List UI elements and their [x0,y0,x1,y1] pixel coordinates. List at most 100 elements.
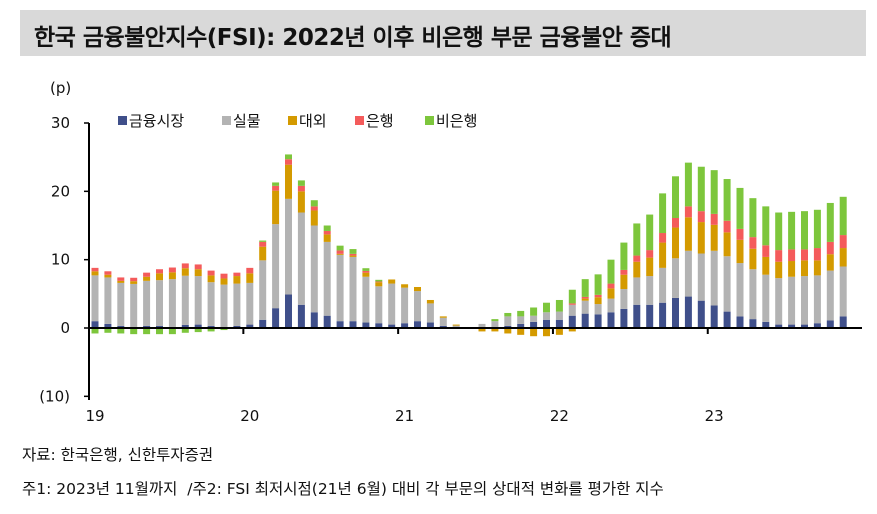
legend-swatch [288,116,297,125]
bar-segment-1-2023-03 [736,316,744,328]
bar-segment-3-2020-08 [336,253,344,255]
bar-segment-3-2020-04 [285,164,292,199]
bar-segment-4-2022-02 [568,303,576,305]
source-note: 자료: 한국은행, 신한투자증권 [22,446,214,464]
bar-segment-4-2019-11 [220,273,228,279]
bar-segment-2-2021-12 [543,312,550,320]
legend-swatch [425,116,434,125]
bar-segment-3-2020-02 [259,246,267,261]
bar-segment-4-2022-08 [646,250,654,258]
legend-swatch [355,116,364,125]
bar-segment-2-2021-02 [414,291,421,322]
bar-segment-1-2023-06 [775,324,783,328]
bar-segment-1-2020-10 [362,322,370,328]
bar-segment-1-2023-08 [801,324,808,328]
bar-segment-5-2023-07 [788,211,796,250]
bar-segment-1-2022-12 [697,300,705,328]
bar-segment-4-2023-11 [839,235,847,249]
bar-segment-2-2020-10 [362,276,370,323]
bar-segment-2-2023-09 [813,275,821,324]
bar-segment-1-2020-04 [285,294,292,328]
bar-segment-1-2019-10 [207,325,215,328]
bar-segment-2-2019-05 [143,280,151,326]
bar-segment-2-2021-08 [491,321,499,328]
bar-segment-3-2022-01 [555,328,563,335]
bar-segment-3-2021-04 [439,316,447,318]
bar-segment-2-2023-05 [762,274,770,322]
bar-segment-5-2019-01 [91,328,99,334]
bar-segment-1-2023-01 [710,305,718,328]
bar-segment-1-2023-11 [839,316,847,328]
bar-segment-5-2022-08 [646,214,654,251]
bar-segment-4-2022-05 [607,283,615,289]
bar-segment-5-2020-11 [375,279,383,282]
bar-segment-3-2019-04 [130,281,138,284]
bar-segment-3-2021-12 [543,328,550,337]
bar-segment-4-2023-08 [801,249,808,261]
bar-segment-1-2019-12 [233,325,241,328]
bar-segment-4-2020-10 [362,270,370,273]
bar-segment-4-2019-08 [181,263,189,269]
bar-segment-5-2021-09 [504,312,512,317]
bar-segment-3-2020-09 [349,255,357,257]
bar-segment-1-2020-12 [388,324,396,328]
bar-segment-5-2022-11 [684,162,692,207]
bar-segment-5-2022-09 [659,193,667,234]
bar-segment-2-2020-07 [323,241,331,316]
legend-label: 은행 [366,112,394,130]
bar-segment-4-2022-12 [697,211,705,223]
y-tick-label: (10) [39,387,70,405]
bar-segment-1-2023-04 [749,319,757,328]
bar-segment-2-2022-02 [568,304,576,316]
bar-segment-2-2020-06 [310,225,318,313]
bar-segment-2-2021-09 [504,316,512,326]
bar-segment-3-2019-10 [207,275,215,283]
bar-segment-5-2019-04 [130,328,138,335]
bar-segment-5-2020-10 [362,268,370,271]
bar-segment-3-2022-08 [646,257,654,277]
bar-segment-2-2020-05 [297,212,305,305]
bar-segment-2-2019-08 [181,275,189,325]
bar-segment-3-2019-09 [194,269,202,277]
y-tick-label: 30 [51,114,70,132]
bar-segment-5-2023-04 [749,198,757,238]
bar-segment-4-2023-07 [788,249,796,262]
bar-segment-5-2019-05 [143,328,151,335]
bar-segment-5-2019-08 [181,328,189,333]
y-tick-label: 10 [51,251,70,269]
bar-segment-2-2023-04 [749,269,757,320]
bar-segment-5-2019-03 [117,328,125,334]
bar-segment-5-2022-02 [568,289,576,304]
bar-segment-1-2019-01 [91,321,99,328]
chart-title: 한국 금융불안지수(FSI): 2022년 이후 비은행 부문 금융불안 증대 [34,25,672,51]
bar-segment-1-2020-09 [349,321,357,328]
bar-segment-5-2023-09 [813,209,821,249]
bar-segment-5-2019-06 [156,328,163,335]
bar-segment-5-2022-01 [555,299,563,312]
legend-label: 대외 [299,112,327,130]
bar-segment-2-2023-08 [801,276,808,325]
bar-segment-4-2019-03 [117,277,125,281]
bar-segment-4-2022-10 [672,217,679,228]
bar-segment-2-2023-07 [788,276,796,325]
bar-segment-2-2022-08 [646,276,654,305]
bar-segment-4-2019-07 [168,267,176,273]
bar-segment-2-2022-11 [684,250,692,297]
bar-segment-1-2023-10 [826,320,834,328]
bar-segment-4-2022-07 [633,255,641,262]
bar-segment-2-2021-07 [478,323,486,328]
bar-segment-3-2023-04 [749,248,757,270]
bar-segment-2-2023-02 [723,256,731,312]
bar-segment-3-2022-04 [594,297,602,305]
bar-segment-2-2019-04 [130,283,138,327]
bar-segment-5-2020-03 [272,182,280,186]
bar-segment-4-2020-11 [375,281,383,283]
bar-segment-5-2021-11 [530,307,538,316]
bar-segment-4-2023-05 [762,245,770,257]
bar-segment-2-2020-01 [246,282,254,325]
bar-segment-5-2019-07 [168,328,176,335]
bar-segment-1-2022-05 [607,312,615,328]
bar-segment-1-2021-02 [414,321,421,328]
bar-segment-2-2021-10 [517,316,525,324]
bar-segment-5-2021-12 [543,302,550,313]
